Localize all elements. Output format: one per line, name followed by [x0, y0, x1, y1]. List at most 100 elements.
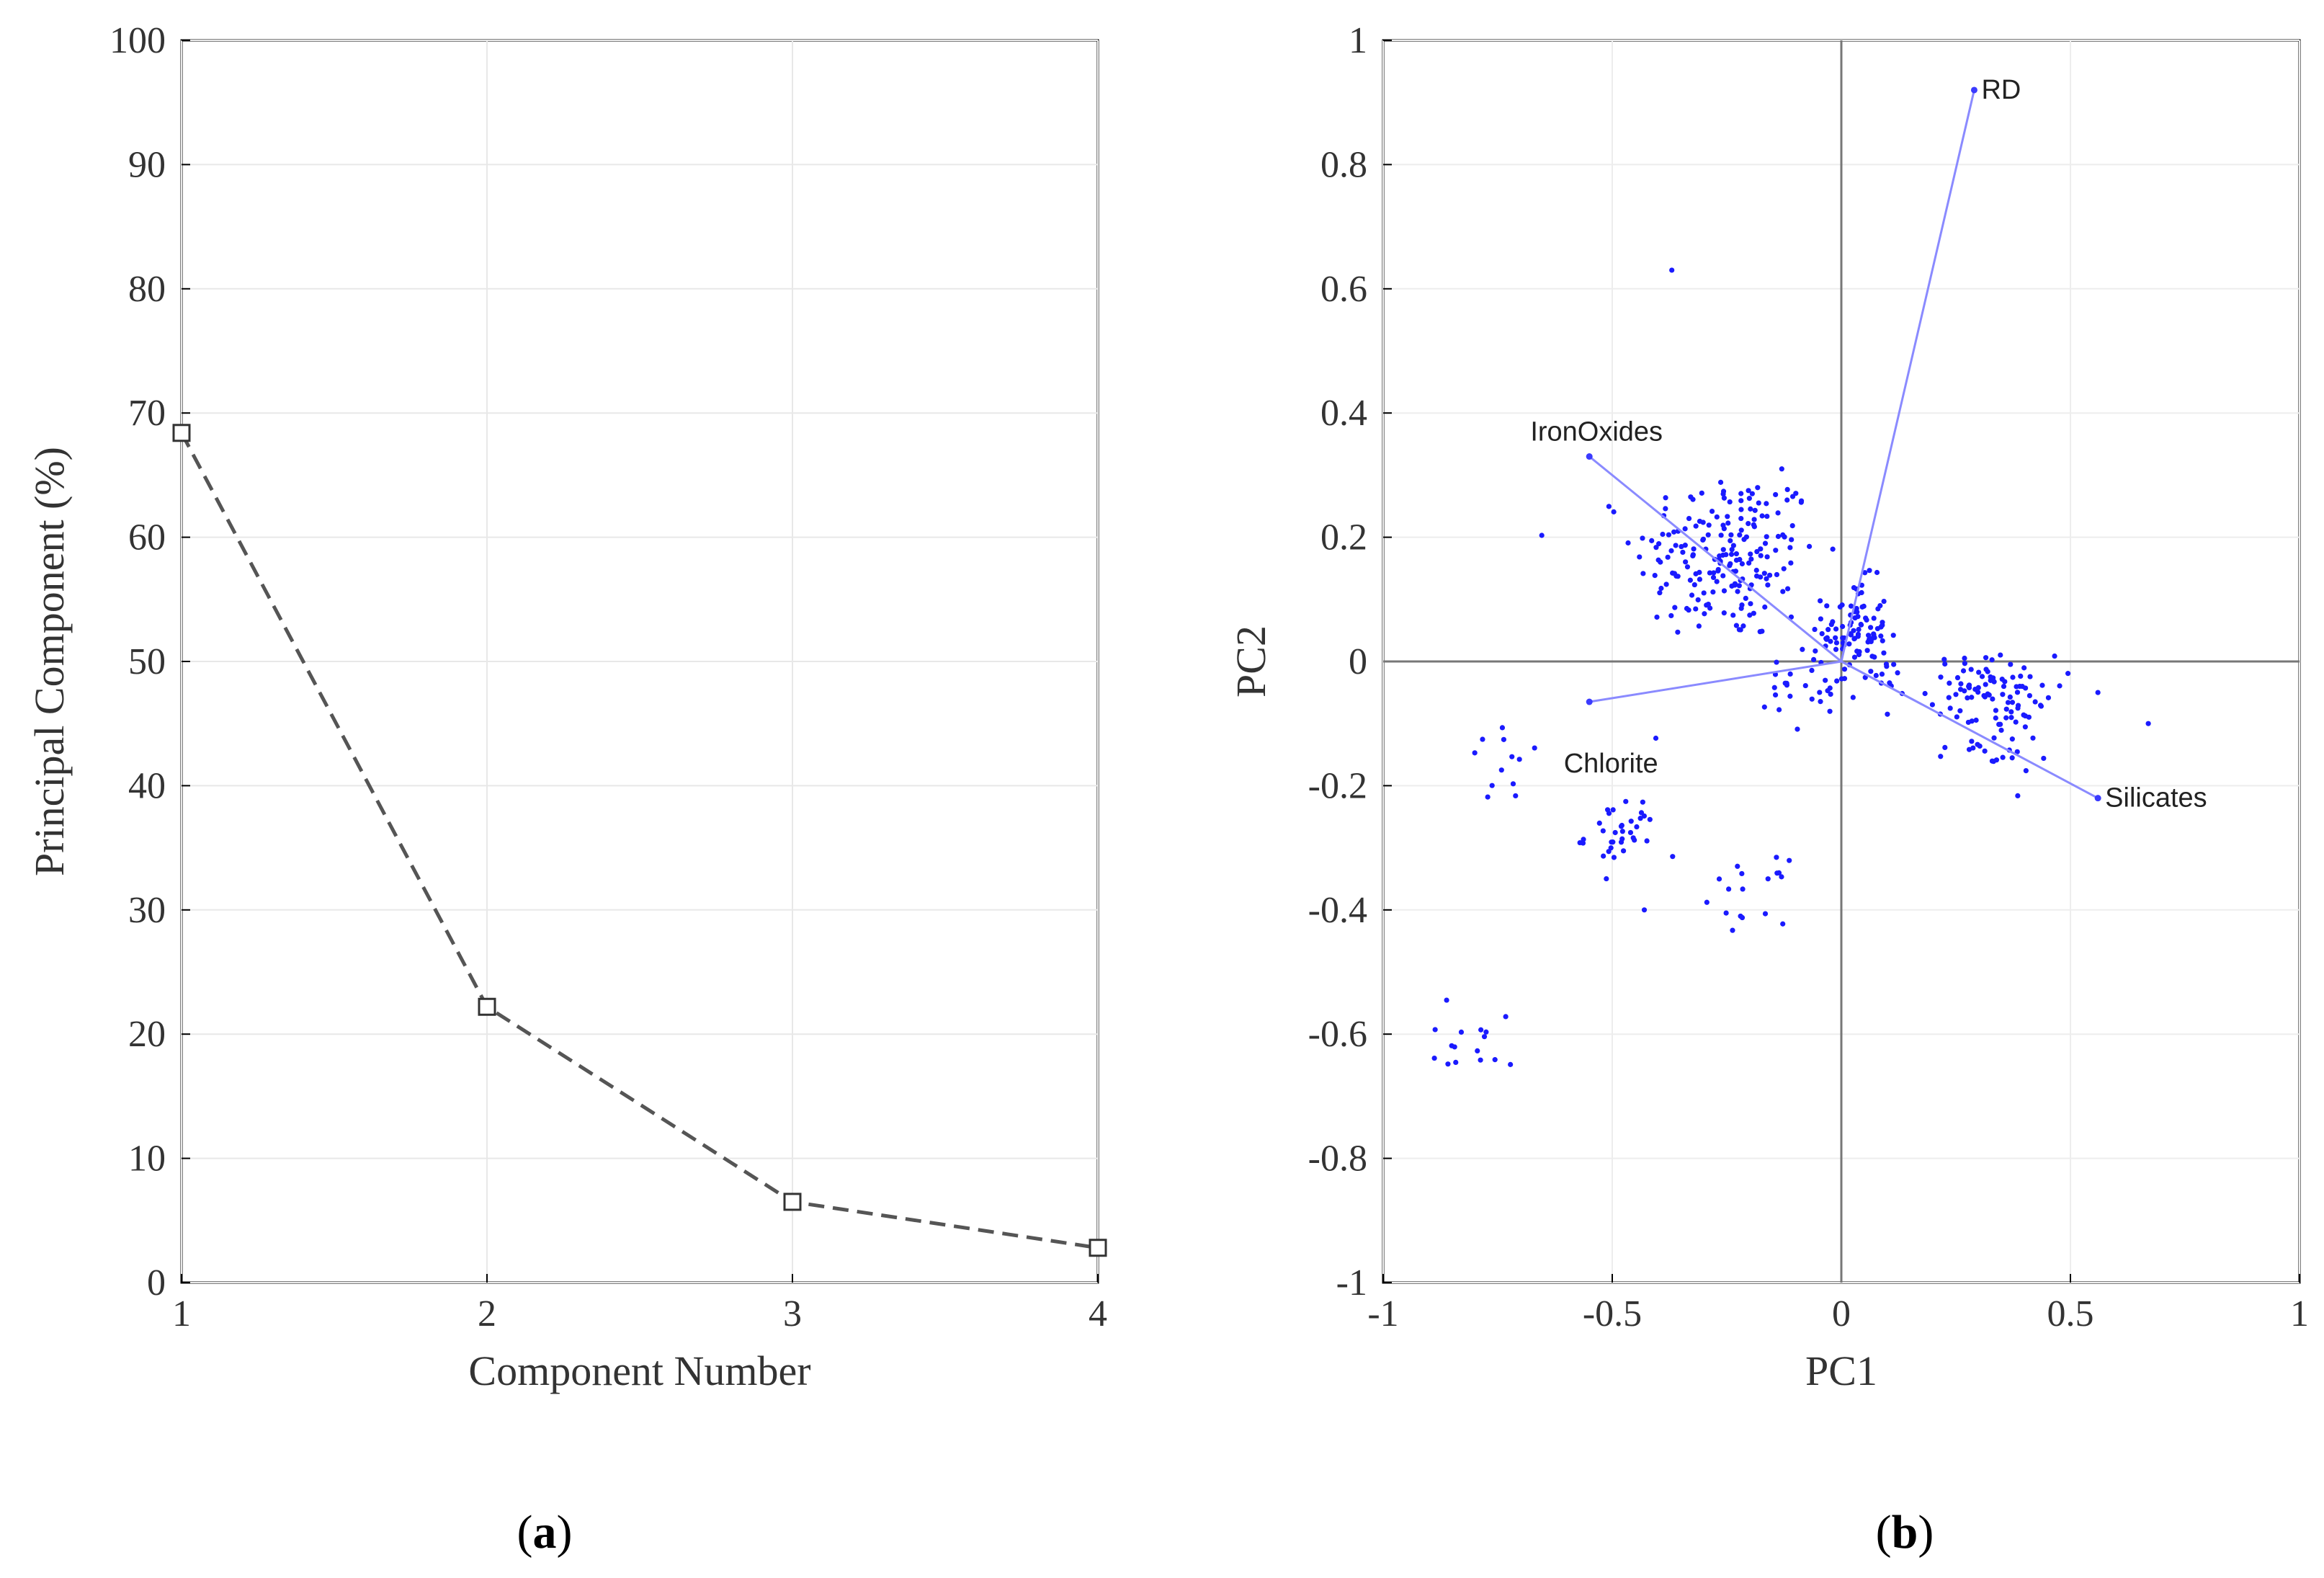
- panel-a-y-tick-label: 70: [128, 393, 166, 434]
- panel-b-observation-point: [1501, 736, 1507, 742]
- panel-b-observation-point: [1877, 602, 1883, 609]
- panel-b-observation-point: [1610, 807, 1616, 813]
- panel-b-observation-point: [2009, 736, 2015, 742]
- panel-b-observation-point: [1516, 757, 1522, 762]
- panel-b-observation-point: [2037, 703, 2044, 708]
- panel-a-data-point: [478, 997, 496, 1016]
- panel-b-observation-point: [1600, 828, 1606, 834]
- panel-b-observation-point: [1652, 573, 1658, 579]
- panel-b-observation-point: [1881, 650, 1887, 656]
- panel-a-y-tick-label: 90: [128, 144, 166, 185]
- panel-b-observation-point: [1675, 629, 1681, 635]
- panel-b-observation-point: [1657, 590, 1663, 596]
- panel-a-ticks: 0 10 20 30 40 50 60 70 80 90 100 1 2 3 4: [110, 20, 1107, 1334]
- panel-b-y-tick-label: 0.6: [1320, 269, 1367, 310]
- panel-b-observation-point: [1983, 667, 1989, 672]
- panel-b-observation-point: [1627, 829, 1634, 836]
- panel-a-letter: a: [533, 1506, 557, 1559]
- panel-b-label: (b): [1876, 1506, 1934, 1559]
- panel-b-observation-point: [1606, 849, 1612, 855]
- panel-b-observation-point: [1691, 581, 1697, 588]
- panel-b-observation-point: [1758, 553, 1764, 558]
- panel-a-y-tick-label: 40: [128, 765, 166, 806]
- panel-b-observation-point: [1851, 654, 1858, 660]
- panel-b-observation-point: [1976, 669, 1982, 675]
- panel-b-observation-point: [1682, 526, 1688, 532]
- panel-b-observation-point: [1508, 1061, 1514, 1067]
- panel-b-observation-point: [1682, 543, 1688, 548]
- panel-b-observation-point: [2010, 674, 2016, 680]
- panel-b-observation-point: [2009, 755, 2015, 761]
- panel-b-observation-point: [1596, 820, 1602, 826]
- panel-b-observation-point: [1833, 646, 1839, 652]
- panel-b-observation-point: [1668, 548, 1674, 553]
- panel-b-observation-point: [1725, 520, 1731, 526]
- panel-b-x-tick-label: 0.5: [2047, 1293, 2094, 1334]
- panel-b-vector-tip: [2094, 795, 2101, 802]
- panel-b-observation-point: [1673, 543, 1679, 548]
- panel-b-observation-point: [1690, 496, 1696, 502]
- panel-b-observation-point: [1818, 699, 1823, 705]
- panel-b-observation-point: [1787, 545, 1793, 550]
- panel-b-observation-point: [1780, 589, 1786, 594]
- panel-b-observation-point: [1752, 507, 1758, 513]
- panel-b-observation-point: [1754, 548, 1760, 555]
- panel-b-observation-point: [1938, 674, 1944, 680]
- panel-b-observation-point: [1871, 631, 1877, 637]
- panel-b-observation-point: [1851, 628, 1856, 633]
- panel-b-observation-point: [1720, 522, 1726, 528]
- panel-b-observation-point: [1823, 636, 1829, 641]
- panel-b-observation-point: [1969, 695, 1975, 700]
- panel-b-observation-point: [1922, 690, 1928, 697]
- panel-b-x-tick-label: -1: [1367, 1293, 1398, 1334]
- panel-b-observation-point: [1686, 515, 1692, 522]
- panel-b-observation-point: [1709, 508, 1715, 514]
- panel-b-observation-point: [2008, 661, 2014, 667]
- panel-b-observation-point: [1764, 576, 1769, 581]
- panel-b-observation-point: [1715, 566, 1721, 573]
- panel-b-observation-point: [1998, 727, 2004, 734]
- panel-b-observation-point: [1702, 611, 1707, 617]
- panel-b-observation-point: [2057, 683, 2062, 689]
- panel-b-observation-point: [1697, 576, 1703, 582]
- panel-a-x-tick-label: 3: [783, 1293, 802, 1334]
- panel-b-observation-point: [1957, 708, 1963, 714]
- panel-b-observation-point: [1776, 707, 1782, 713]
- panel-a-y-tick-label: 30: [128, 890, 166, 931]
- panel-b-observation-point: [1969, 718, 1975, 724]
- panel-b-observation-point: [1772, 692, 1779, 698]
- panel-b-observation-point: [2095, 690, 2101, 695]
- panel-b-observation-point: [1818, 616, 1823, 622]
- panel-b-observation-point: [1764, 554, 1770, 560]
- panel-b-observation-point: [1748, 506, 1753, 512]
- panel-b-vector-tip: [1586, 453, 1593, 460]
- panel-b-observation-point: [1811, 656, 1817, 663]
- panel-b-observation-point: [1735, 863, 1740, 869]
- panel-a-y-tick-label: 50: [128, 641, 166, 682]
- panel-b-observation-point: [1761, 704, 1767, 710]
- panel-b-observation-point: [1975, 689, 1981, 695]
- panel-b-observation-point: [1795, 726, 1800, 732]
- panel-b-observation-point: [1640, 799, 1645, 805]
- panel-b-observation-point: [1727, 563, 1733, 569]
- panel-b-chart: -1 -0.8 -0.6 -0.4 -0.2 0 0.2 0.4 0.6 0.8 1 -1 -0.5 0 0…: [1228, 20, 2309, 1559]
- panel-b-observation-point: [1755, 485, 1761, 491]
- panel-b-observation-point: [1738, 913, 1743, 919]
- panel-b-observation-point: [1751, 524, 1757, 530]
- panel-b-observation-point: [1758, 574, 1764, 580]
- panel-b-vector-tip: [1970, 86, 1977, 94]
- panel-b-letter: b: [1892, 1506, 1918, 1559]
- panel-b-observation-point: [1666, 532, 1672, 538]
- panel-b-observation-point: [1809, 696, 1815, 702]
- panel-b-observation-point: [1850, 695, 1856, 700]
- panel-b-observation-point: [1874, 569, 1880, 576]
- panel-b-vector-tip: [1586, 698, 1593, 705]
- panel-b-observation-point: [1710, 574, 1717, 581]
- panel-b-observation-point: [1581, 837, 1586, 842]
- panel-b-observation-point: [2026, 692, 2033, 699]
- panel-b-observation-point: [1800, 646, 1805, 652]
- panel-b-observation-point: [1834, 678, 1840, 684]
- panel-b-observation-point: [1704, 899, 1710, 905]
- panel-b-observation-point: [1988, 674, 1993, 680]
- panel-b-observation-point: [1774, 855, 1779, 860]
